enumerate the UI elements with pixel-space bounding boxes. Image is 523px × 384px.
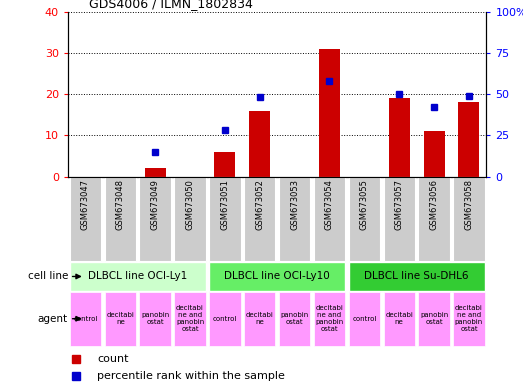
- Text: GSM673055: GSM673055: [360, 179, 369, 230]
- Text: control: control: [73, 316, 98, 322]
- Text: count: count: [97, 354, 129, 364]
- Text: GSM673057: GSM673057: [395, 179, 404, 230]
- FancyBboxPatch shape: [209, 292, 241, 346]
- FancyBboxPatch shape: [244, 292, 276, 346]
- FancyBboxPatch shape: [174, 177, 206, 261]
- Text: DLBCL line OCI-Ly10: DLBCL line OCI-Ly10: [224, 271, 330, 281]
- Bar: [249, 111, 270, 177]
- Text: panobin
ostat: panobin ostat: [280, 312, 309, 325]
- FancyBboxPatch shape: [140, 177, 171, 261]
- Text: GSM673058: GSM673058: [464, 179, 473, 230]
- FancyBboxPatch shape: [453, 292, 485, 346]
- FancyBboxPatch shape: [279, 177, 310, 261]
- Text: DLBCL line OCI-Ly1: DLBCL line OCI-Ly1: [88, 271, 187, 281]
- FancyBboxPatch shape: [383, 177, 415, 261]
- FancyBboxPatch shape: [209, 177, 241, 261]
- Text: GDS4006 / ILMN_1802834: GDS4006 / ILMN_1802834: [89, 0, 253, 10]
- Text: GSM673049: GSM673049: [151, 179, 160, 230]
- FancyBboxPatch shape: [70, 262, 206, 291]
- Text: GSM673051: GSM673051: [220, 179, 230, 230]
- Text: GSM673054: GSM673054: [325, 179, 334, 230]
- Text: decitabi
ne and
panobin
ostat: decitabi ne and panobin ostat: [455, 305, 483, 332]
- Text: control: control: [213, 316, 237, 322]
- Text: GSM673053: GSM673053: [290, 179, 299, 230]
- Text: GSM673052: GSM673052: [255, 179, 264, 230]
- FancyBboxPatch shape: [105, 292, 136, 346]
- FancyBboxPatch shape: [105, 177, 136, 261]
- FancyBboxPatch shape: [383, 292, 415, 346]
- FancyBboxPatch shape: [418, 292, 450, 346]
- Text: decitabi
ne and
panobin
ostat: decitabi ne and panobin ostat: [176, 305, 204, 332]
- Bar: [389, 98, 410, 177]
- Text: GSM673050: GSM673050: [186, 179, 195, 230]
- Text: decitabi
ne and
panobin
ostat: decitabi ne and panobin ostat: [315, 305, 344, 332]
- Text: decitabi
ne: decitabi ne: [246, 312, 274, 325]
- Text: panobin
ostat: panobin ostat: [420, 312, 448, 325]
- Bar: [319, 49, 340, 177]
- Text: GSM673048: GSM673048: [116, 179, 125, 230]
- Text: panobin
ostat: panobin ostat: [141, 312, 169, 325]
- Bar: [145, 168, 166, 177]
- Text: GSM673056: GSM673056: [429, 179, 439, 230]
- Text: GSM673047: GSM673047: [81, 179, 90, 230]
- Text: percentile rank within the sample: percentile rank within the sample: [97, 371, 285, 381]
- Text: decitabi
ne: decitabi ne: [385, 312, 413, 325]
- FancyBboxPatch shape: [349, 177, 380, 261]
- Bar: [214, 152, 235, 177]
- Text: decitabi
ne: decitabi ne: [106, 312, 134, 325]
- Text: DLBCL line Su-DHL6: DLBCL line Su-DHL6: [365, 271, 469, 281]
- FancyBboxPatch shape: [70, 292, 101, 346]
- FancyBboxPatch shape: [174, 292, 206, 346]
- FancyBboxPatch shape: [418, 177, 450, 261]
- FancyBboxPatch shape: [453, 177, 485, 261]
- FancyBboxPatch shape: [279, 292, 310, 346]
- FancyBboxPatch shape: [140, 292, 171, 346]
- Bar: [459, 103, 480, 177]
- Text: control: control: [352, 316, 377, 322]
- FancyBboxPatch shape: [314, 177, 345, 261]
- FancyBboxPatch shape: [209, 262, 345, 291]
- Bar: [424, 131, 445, 177]
- FancyBboxPatch shape: [349, 262, 485, 291]
- FancyBboxPatch shape: [244, 177, 276, 261]
- FancyBboxPatch shape: [70, 177, 101, 261]
- FancyBboxPatch shape: [349, 292, 380, 346]
- Text: cell line: cell line: [28, 271, 68, 281]
- Text: agent: agent: [38, 314, 68, 324]
- FancyBboxPatch shape: [314, 292, 345, 346]
